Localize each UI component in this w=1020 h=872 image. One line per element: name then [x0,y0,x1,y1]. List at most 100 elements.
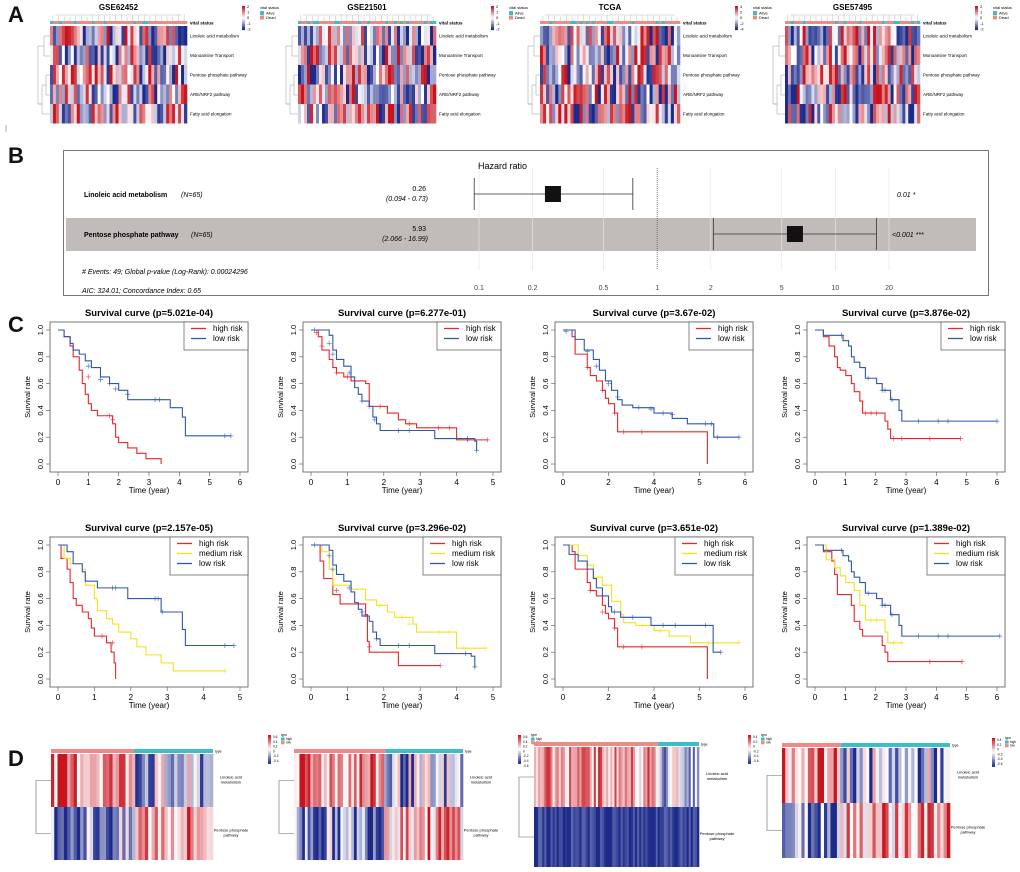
heatmap-cell [433,65,437,85]
vital-status-cell [76,21,81,24]
heatmap-cell [334,45,338,65]
heatmap-cell [97,45,101,65]
heatmap-cell [908,45,912,65]
heatmap-cell [649,65,653,85]
heatmap-cell [193,807,198,860]
x-tick-label: 2 [116,478,121,487]
heatmap-cell [875,84,880,104]
heatmap-cell [127,84,131,104]
heatmap-cell [802,26,806,46]
heatmap-cell [157,65,161,85]
heatmap-cell [91,26,95,46]
heatmap-cell [403,104,407,124]
vital-status-cell [899,21,903,24]
heatmap-cell [878,45,883,65]
heatmap-cell [622,747,626,807]
heatmap-cell [419,754,423,807]
heatmap-cell [392,807,396,860]
heatmap-cell [881,65,886,85]
heatmap-cell [603,84,608,104]
heatmap-cell [686,807,689,867]
heatmap-cell [625,104,629,124]
heatmap-cell [796,45,800,65]
heatmap-cell [405,807,409,860]
heatmap-cell [103,104,107,124]
heatmap-cell [652,26,656,46]
heatmap-cell [893,45,897,65]
vital-status-cell [55,21,60,24]
heatmap-cell [373,65,377,85]
heatmap-cell [610,26,614,46]
heatmap-cell [782,803,786,858]
heatmap-cell [358,45,362,65]
heatmap-cell [313,754,317,807]
heatmap-cell [302,807,306,860]
vital-status-cell [334,21,338,24]
heatmap-cell [148,84,152,104]
vital-status-cell [103,21,107,24]
heatmap-cell [613,104,617,124]
heatmap-cell [166,45,170,65]
row-label: Monoamine Transport [439,53,484,58]
heatmap-cell [670,84,675,104]
heatmap-cell [325,65,329,85]
censor-mark [672,622,678,628]
heatmap-cell [313,26,317,46]
color-scale-segment [268,735,271,737]
heatmap-cell [649,26,653,46]
heatmap-cell [827,803,831,858]
vital-status-cell [145,21,149,24]
heatmap-cell [628,104,632,124]
heatmap-cell [840,803,844,858]
heatmap-cell [304,807,308,860]
heatmap-cell [799,26,803,46]
heatmap-cell [310,807,314,860]
heatmap-cell [673,65,678,85]
heatmap-cell [676,65,681,85]
censor-mark [359,398,365,404]
heatmap-cell [361,26,365,46]
legend-swatch-low [281,741,285,745]
heatmap-cell [885,803,889,858]
heatmap-cell [181,45,185,65]
heatmap-cell [345,807,349,860]
heatmap-cell [154,754,159,807]
color-scale-segment [992,758,995,761]
heatmap-cell [824,803,828,858]
color-scale-segment [735,25,738,28]
heatmap-cell [802,84,806,104]
heatmap-cell [58,65,63,85]
heatmap-cell [658,45,663,65]
heatmap-cell [830,748,834,803]
heatmap-cell [169,104,173,124]
heatmap-cell [862,748,867,803]
heatmap-cell [73,26,78,46]
heatmap-cell [593,807,597,867]
color-scale-tick: -4 [740,26,744,31]
heatmap-cell [89,754,94,807]
heatmap-cell [413,754,417,807]
heatmap-cell [546,747,549,807]
legend-swatch-dead [260,15,264,20]
vital-status-cell [881,21,886,24]
heatmap-cell [655,807,659,867]
vital-status-cell [837,21,842,24]
color-scale-tick: 0 [980,15,983,20]
color-scale-segment [242,10,245,13]
heatmap-cell [88,104,92,124]
heatmap-cell [870,45,874,65]
heatmap-cell [896,65,900,85]
heatmap-cell [376,65,380,85]
vital-status-cell [82,21,87,24]
row-label: Monoamine Transport [190,53,235,58]
heatmap-cell [622,65,626,85]
color-scale-segment [748,741,751,744]
heatmap-cell [174,754,178,807]
vital-status-cell [91,21,95,24]
vital-status-cell [373,21,377,24]
color-scale-segment [491,27,494,29]
heatmap-cell [325,104,329,124]
censor-mark [435,425,441,431]
